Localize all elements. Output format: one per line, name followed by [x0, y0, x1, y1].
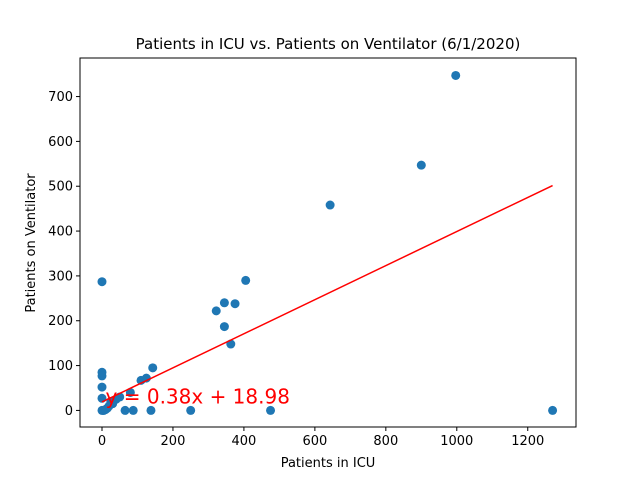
- data-point: [266, 405, 276, 415]
- chart-title: Patients in ICU vs. Patients on Ventilat…: [136, 35, 521, 53]
- y-tick-label: 400: [48, 225, 73, 240]
- data-point: [230, 299, 240, 309]
- data-point: [141, 373, 151, 383]
- x-tick-label: 1200: [511, 434, 544, 449]
- x-axis-ticks: 0 200 400 600 800 1000 1200: [98, 427, 544, 449]
- data-point: [219, 298, 229, 308]
- x-tick-label: 1000: [440, 434, 473, 449]
- regression-line-group: [101, 184, 553, 403]
- x-tick-label: 0: [98, 434, 106, 449]
- data-point: [146, 405, 156, 415]
- data-point: [219, 322, 229, 332]
- y-tick-label: 0: [65, 404, 73, 419]
- x-tick-label: 400: [232, 434, 257, 449]
- data-point: [97, 382, 107, 392]
- data-point: [128, 405, 138, 415]
- data-point: [548, 405, 558, 415]
- regression-equation-annotation: y = 0.38x + 18.98: [106, 385, 290, 409]
- y-tick-label: 300: [48, 269, 73, 284]
- x-tick-label: 600: [302, 434, 327, 449]
- data-point: [451, 70, 461, 80]
- y-tick-label: 600: [48, 135, 73, 150]
- data-point: [186, 405, 196, 415]
- data-point: [325, 200, 335, 210]
- y-axis-label: Patients on Ventilator: [24, 173, 39, 313]
- data-points: [97, 70, 558, 415]
- x-tick-label: 800: [373, 434, 398, 449]
- y-axis-ticks: 0 100 200 300 400 500 600 700: [48, 90, 80, 419]
- y-tick-label: 700: [48, 90, 73, 105]
- regression-line: [101, 184, 553, 403]
- y-tick-label: 100: [48, 359, 73, 374]
- plot-area: [80, 58, 576, 427]
- data-point: [97, 371, 107, 381]
- data-point: [416, 160, 426, 170]
- plot-background: [80, 58, 576, 427]
- data-point: [241, 275, 251, 285]
- data-point: [211, 306, 221, 316]
- plot-frame: [79, 57, 577, 428]
- y-tick-label: 200: [48, 314, 73, 329]
- x-axis-label: Patients in ICU: [281, 456, 376, 471]
- data-point: [97, 277, 107, 287]
- x-tick-label: 200: [161, 434, 186, 449]
- data-point: [120, 405, 130, 415]
- y-tick-label: 500: [48, 180, 73, 195]
- data-point: [125, 387, 135, 397]
- data-point: [148, 363, 158, 373]
